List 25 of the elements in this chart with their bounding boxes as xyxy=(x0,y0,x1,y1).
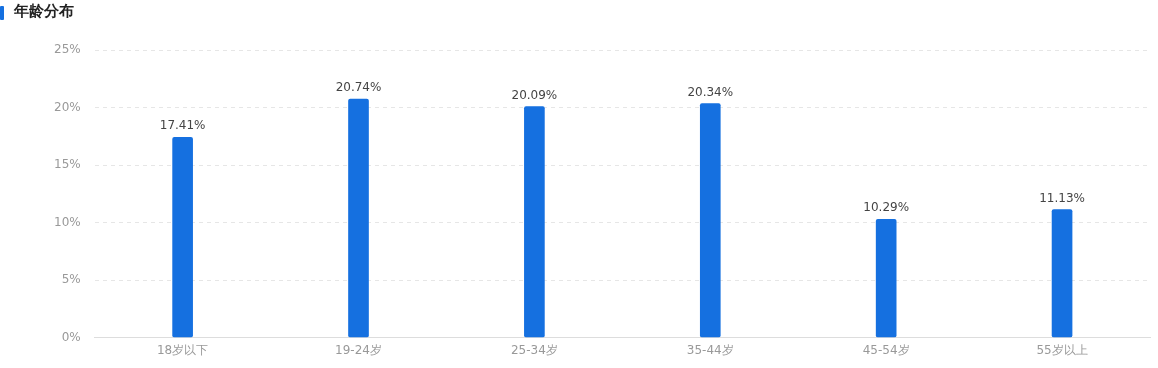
data-label: 10.29% xyxy=(863,200,910,215)
bar xyxy=(524,106,545,338)
x-tick-label: 35-44岁 xyxy=(686,342,734,357)
y-tick-label: 25% xyxy=(54,42,81,57)
x-tick-label: 25-34岁 xyxy=(510,342,558,357)
bar xyxy=(875,218,897,338)
x-tick-label: 45-54岁 xyxy=(862,342,910,357)
y-tick-label: 20% xyxy=(54,99,81,114)
chart-title: 年龄分布 xyxy=(14,2,74,21)
data-label: 20.74% xyxy=(335,80,382,95)
y-tick-label: 5% xyxy=(61,272,81,287)
data-label: 20.34% xyxy=(687,84,734,99)
bar xyxy=(172,136,193,338)
x-tick-label: 55岁以上 xyxy=(1036,342,1088,357)
y-tick-label: 15% xyxy=(54,157,81,172)
y-tick-label: 0% xyxy=(61,329,81,344)
y-tick-label: 10% xyxy=(54,214,81,229)
data-label: 11.13% xyxy=(1039,190,1085,205)
x-tick-label: 18岁以下 xyxy=(156,342,209,357)
bar xyxy=(348,98,369,338)
bar xyxy=(699,103,721,338)
data-label: 17.41% xyxy=(159,118,206,133)
data-label: 20.09% xyxy=(511,87,558,102)
x-tick-label: 19-24岁 xyxy=(335,342,382,357)
bar xyxy=(1051,209,1073,338)
